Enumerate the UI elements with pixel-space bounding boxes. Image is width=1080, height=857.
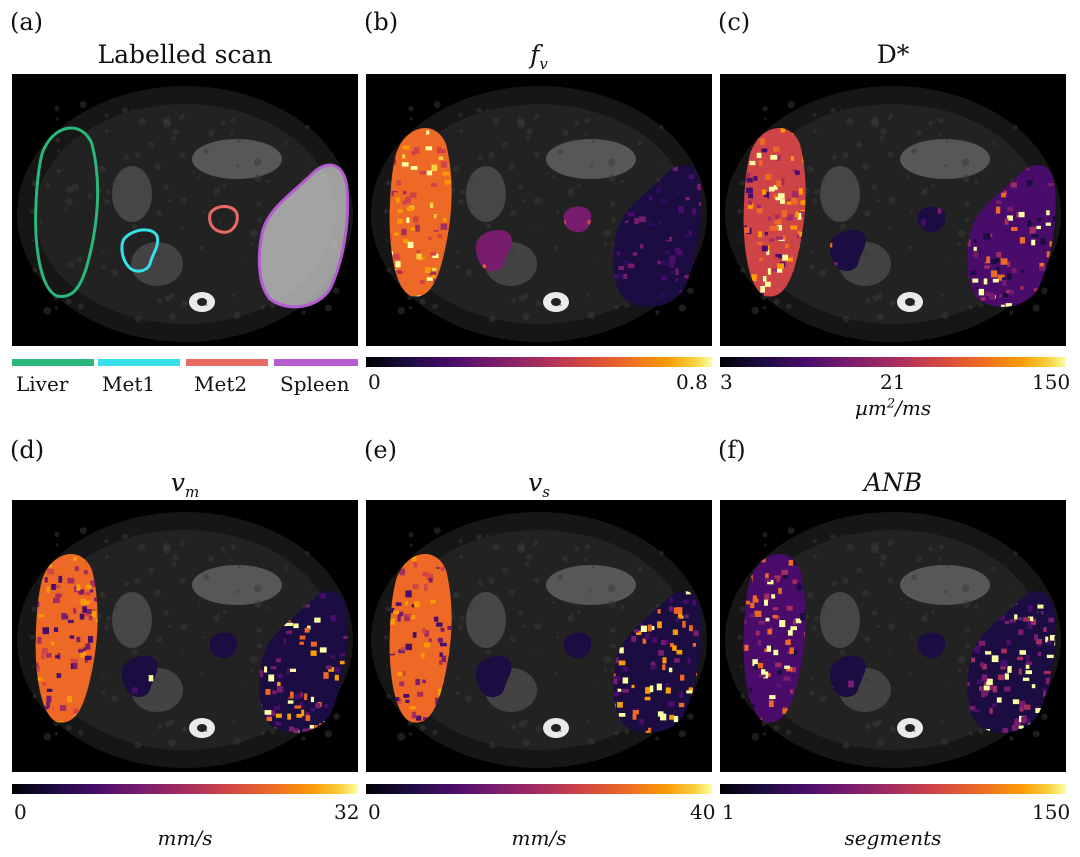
colorbar-vm (12, 784, 358, 794)
panel-title-c: D* (876, 40, 910, 69)
scan-image-d (12, 500, 358, 772)
scan-image-e (366, 500, 712, 772)
colorbar-vm-min: 0 (14, 800, 27, 824)
colorbar-vs-unit: mm/s (511, 826, 567, 850)
colorbar-anb-unit: segments (844, 826, 942, 850)
legend-swatch-spleen (274, 359, 358, 366)
colorbar-dstar-min: 3 (720, 370, 733, 394)
legend-label-met2: Met2 (194, 372, 248, 396)
panel-title-b: fv (530, 40, 548, 73)
legend-swatch-met1 (98, 359, 180, 366)
colorbar-fv-max: 0.8 (676, 370, 708, 394)
colorbar-fv (366, 357, 712, 367)
legend-label-met1: Met1 (102, 372, 156, 396)
legend-label-liver: Liver (16, 372, 69, 396)
panel-label-d: (d) (10, 436, 45, 464)
colorbar-anb-min: 1 (722, 800, 735, 824)
colorbar-vs-max: 40 (690, 800, 716, 824)
scan-image-b (366, 74, 712, 346)
panel-label-f: (f) (718, 436, 746, 464)
panel-title-f: ANB (863, 468, 923, 497)
colorbar-dstar-unit: µm2/ms (854, 396, 932, 420)
colorbar-anb-max: 150 (1032, 800, 1071, 824)
legend-label-spleen: Spleen (280, 372, 350, 396)
panel-label-b: (b) (364, 8, 399, 36)
colorbar-vm-unit: mm/s (157, 826, 213, 850)
panel-label-c: (c) (718, 8, 751, 36)
scan-image-f (720, 500, 1066, 772)
colorbar-vs-min: 0 (368, 800, 381, 824)
colorbar-fv-min: 0 (368, 370, 381, 394)
legend-swatch-met2 (186, 359, 268, 366)
colorbar-vs (366, 784, 712, 794)
colorbar-anb (720, 784, 1066, 794)
colorbar-vm-max: 32 (334, 800, 360, 824)
panel-title-a: Labelled scan (97, 40, 273, 69)
panel-title-d: vm (170, 468, 200, 501)
legend-swatch-liver (12, 359, 94, 366)
colorbar-dstar-mid: 21 (880, 370, 906, 394)
colorbar-dstar (720, 357, 1066, 367)
panel-label-e: (e) (364, 436, 397, 464)
scan-image-c (720, 74, 1066, 346)
scan-image-a (12, 74, 358, 346)
colorbar-dstar-max: 150 (1032, 370, 1071, 394)
panel-title-e: vs (528, 468, 550, 501)
panel-label-a: (a) (10, 8, 44, 36)
